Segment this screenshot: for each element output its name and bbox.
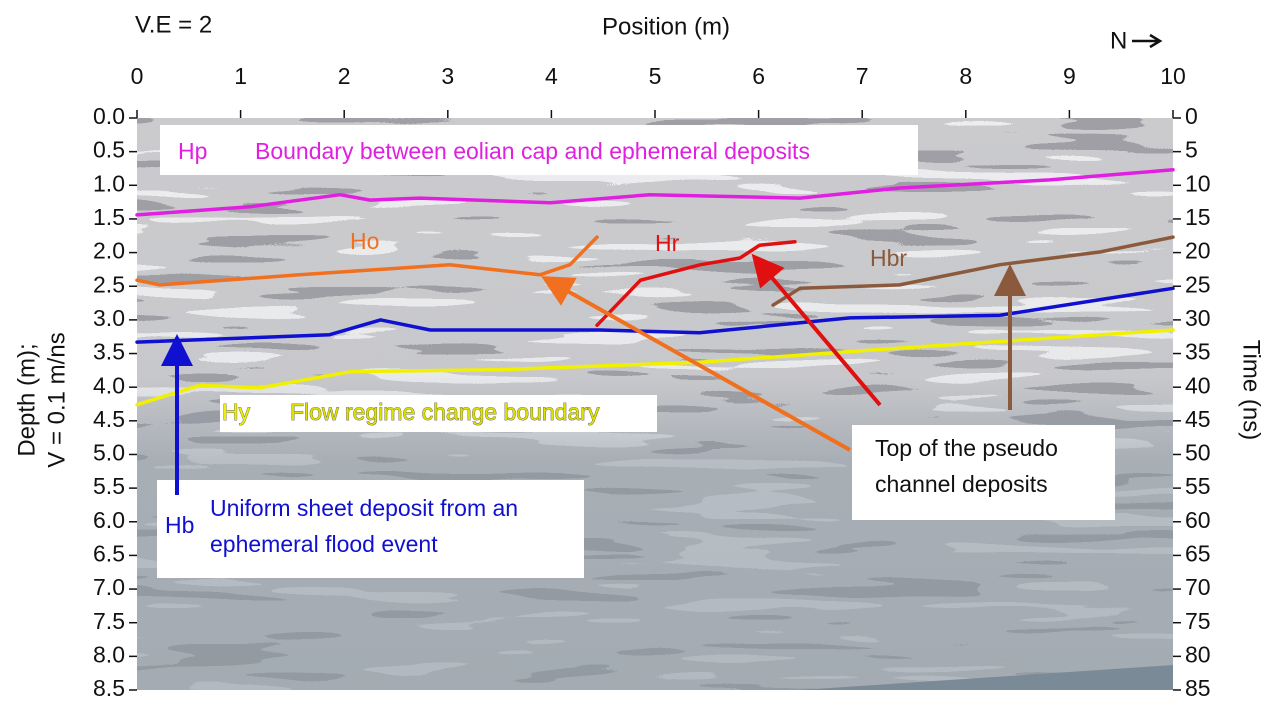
- x-tick-label: 9: [1063, 63, 1076, 89]
- y2-tick-label: 35: [1185, 339, 1211, 365]
- y2-tick-label: 30: [1185, 305, 1211, 331]
- north-label: N: [1110, 27, 1127, 54]
- x-tick-label: 4: [545, 63, 558, 89]
- y-tick-label: 1.0: [93, 170, 125, 196]
- annotation-text: channel deposits: [875, 471, 1048, 497]
- y2-tick-label: 0: [1185, 103, 1198, 129]
- y-tick-label: 4.5: [93, 406, 125, 432]
- horizon-label: Hp: [178, 138, 207, 164]
- y-tick-label: 6.5: [93, 540, 125, 566]
- annotation-box: [157, 480, 584, 578]
- y-tick-label: 5.5: [93, 473, 125, 499]
- horizon-line: [595, 240, 797, 328]
- y-tick-label: 0.5: [93, 137, 125, 163]
- horizon-label: Hb: [165, 512, 194, 538]
- horizon-line: [135, 286, 1175, 344]
- y-tick-label: 5.0: [93, 440, 125, 466]
- horizon-label: Hbr: [870, 245, 907, 271]
- horizon-label: Ho: [350, 228, 379, 254]
- y2-tick-label: 15: [1185, 204, 1211, 230]
- annotation-box: [160, 125, 918, 175]
- y2-axis-title: Time (ns): [1238, 340, 1265, 440]
- y-tick-label: 7.0: [93, 574, 125, 600]
- annotation-text: ephemeral flood event: [210, 531, 438, 557]
- horizon-line: [135, 168, 1175, 217]
- annotation-boxes: [157, 125, 1115, 578]
- x-tick-label: 3: [441, 63, 454, 89]
- x-tick-label: 10: [1160, 63, 1186, 89]
- y-tick-label: 2.5: [93, 271, 125, 297]
- y-tick-label: 3.0: [93, 305, 125, 331]
- annotation-box: [852, 425, 1115, 520]
- y-tick-label: 2.0: [93, 238, 125, 264]
- horizon-line: [135, 235, 599, 287]
- horizons: [135, 168, 1175, 407]
- north-arrow: [1132, 33, 1163, 49]
- horizon-label: Hr: [655, 230, 680, 256]
- y2-tick-label: 40: [1185, 372, 1211, 398]
- y2-tick-label: 20: [1185, 238, 1211, 264]
- y-tick-label: 4.0: [93, 372, 125, 398]
- y-axis-title: V = 0.1 m/ns: [43, 332, 70, 467]
- y-tick-label: 8.0: [93, 641, 125, 667]
- y2-tick-label: 45: [1185, 406, 1211, 432]
- y2-tick-label: 10: [1185, 170, 1211, 196]
- y-tick-label: 8.5: [93, 675, 125, 701]
- y-axis-title: Depth (m);: [13, 343, 40, 456]
- radargram-corner: [800, 665, 1173, 690]
- x-axis-title: Position (m): [602, 13, 730, 40]
- x-tick-label: 5: [649, 63, 662, 89]
- y2-tick-label: 25: [1185, 271, 1211, 297]
- y2-tick-label: 70: [1185, 574, 1211, 600]
- annotation-text: Top of the pseudo: [875, 435, 1058, 461]
- annotation-text: Boundary between eolian cap and ephemera…: [255, 138, 810, 164]
- x-tick-label: 2: [338, 63, 351, 89]
- arrow: [751, 253, 882, 407]
- y-tick-label: 7.5: [93, 608, 125, 634]
- y2-tick-label: 60: [1185, 507, 1211, 533]
- x-tick-label: 6: [752, 63, 765, 89]
- annotation-box: [220, 395, 657, 432]
- arrows: [161, 253, 1026, 495]
- annotation-text: Uniform sheet deposit from an: [210, 495, 518, 521]
- y-tick-label: 6.0: [93, 507, 125, 533]
- ve-label: V.E = 2: [135, 11, 212, 38]
- y-tick-label: 1.5: [93, 204, 125, 230]
- y2-tick-label: 65: [1185, 540, 1211, 566]
- y2-tick-label: 85: [1185, 675, 1211, 701]
- horizon-label: Hy: [222, 399, 251, 425]
- y-tick-label: 0.0: [93, 103, 125, 129]
- y2-tick-label: 50: [1185, 440, 1211, 466]
- horizon-line: [771, 235, 1175, 307]
- x-tick-label: 0: [131, 63, 144, 89]
- y2-tick-label: 5: [1185, 137, 1198, 163]
- arrow: [541, 276, 851, 452]
- y2-tick-label: 80: [1185, 641, 1211, 667]
- annotation-text: Flow regime change boundary: [290, 399, 600, 425]
- y2-tick-label: 75: [1185, 608, 1211, 634]
- horizon-line: [135, 328, 1175, 407]
- x-tick-label: 7: [856, 63, 869, 89]
- y-tick-label: 3.5: [93, 339, 125, 365]
- x-tick-label: 8: [959, 63, 972, 89]
- y2-tick-label: 55: [1185, 473, 1211, 499]
- x-tick-label: 1: [234, 63, 247, 89]
